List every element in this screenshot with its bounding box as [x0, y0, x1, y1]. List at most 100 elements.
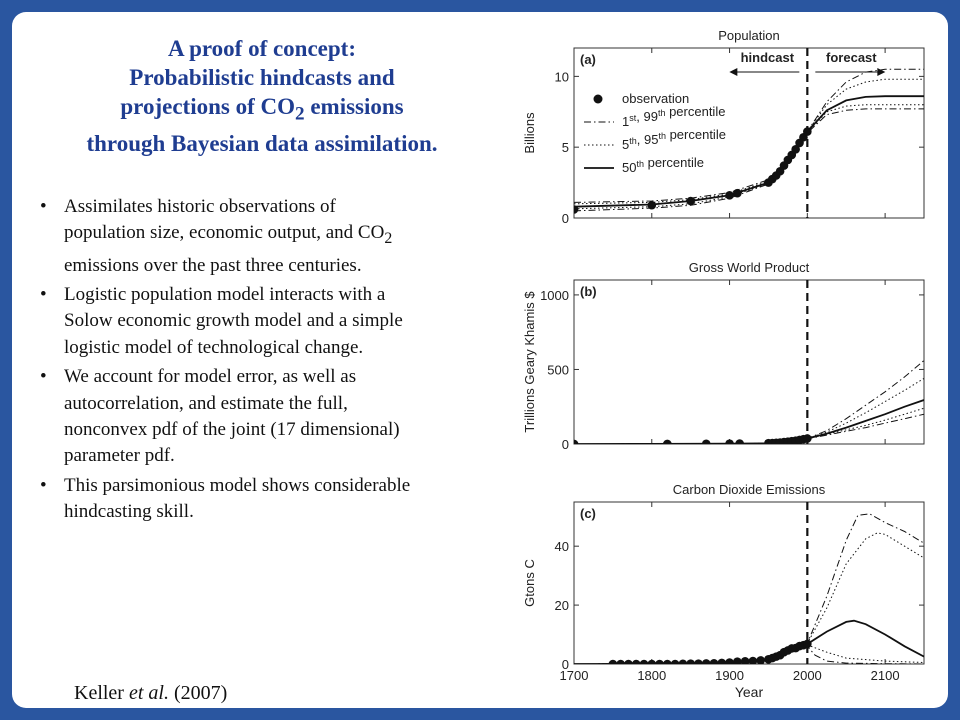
bullet-item: Assimilates historic observations of pop… — [40, 194, 420, 279]
observation-point — [733, 188, 742, 198]
title-line: through Bayesian data assimilation. — [86, 130, 438, 156]
x-tick-label: 1900 — [715, 668, 744, 683]
x-tick-label: 2000 — [793, 668, 822, 683]
observation-point — [678, 659, 688, 664]
forecast-label: forecast — [826, 50, 877, 65]
legend-label-sup: th — [658, 108, 666, 118]
slide-canvas: A proof of concept: Probabilistic hindca… — [12, 12, 948, 708]
observation-point — [735, 439, 744, 444]
y-axis-label: Trillions Geary Khamis $ — [522, 291, 537, 433]
title-line: A proof of concept: — [167, 36, 357, 61]
observation-point — [725, 439, 734, 444]
y-tick-label: 20 — [555, 598, 569, 613]
legend-label: 1st, 99th percentile — [622, 104, 725, 129]
observation-point — [663, 439, 672, 444]
observation-point — [663, 659, 672, 664]
chart-panel-2: Gross World Product (b) 0 500 1000Trillions … — [522, 260, 925, 452]
bullet-text: This parsimonious model shows considerab… — [64, 474, 411, 523]
observation-point — [574, 205, 579, 214]
y-axis-label: Billions — [522, 112, 537, 154]
legend-label: 50th percentile — [622, 155, 704, 175]
series-group — [574, 360, 924, 444]
series-line — [574, 619, 924, 664]
observation-point — [647, 200, 657, 210]
bullet-text: emissions over the past three centuries. — [64, 254, 362, 276]
x-tick-label: 1800 — [637, 668, 666, 683]
series-line — [574, 513, 924, 664]
legend-label-sup: st — [629, 113, 637, 123]
bullet-list: Assimilates historic observations of pop… — [40, 194, 420, 529]
observation-point — [791, 144, 800, 154]
legend-marker — [593, 94, 603, 104]
panel-label: (c) — [580, 506, 596, 521]
legend-label-part: 50 — [622, 160, 636, 175]
y-tick-label: 0 — [562, 437, 569, 452]
hindcast-label: hindcast — [741, 50, 795, 65]
bullet-text: Logistic population model interacts with… — [64, 284, 403, 358]
observation-point — [709, 658, 719, 664]
observation-point — [725, 658, 734, 664]
observation-point — [701, 439, 711, 444]
legend-label-part: 1 — [622, 114, 629, 129]
series-line — [574, 407, 924, 444]
panel-label: (b) — [580, 284, 597, 299]
x-tick-label: 2100 — [871, 668, 900, 683]
observation-point — [624, 659, 633, 664]
observation-point — [725, 191, 734, 200]
forecast-arrowhead — [877, 68, 886, 76]
panel-label: (a) — [580, 52, 596, 67]
citation-year: (2007) — [168, 682, 228, 704]
observation-point — [701, 659, 711, 664]
observation-point — [616, 659, 625, 664]
legend-label-part: 5 — [622, 137, 629, 152]
observation-point — [803, 127, 812, 136]
title-subscript: 2 — [295, 103, 305, 125]
observation-point — [655, 659, 664, 664]
observation-point — [694, 659, 703, 664]
chart-title: Carbon Dioxide Emissions — [673, 482, 826, 497]
series-group — [574, 513, 924, 664]
y-axis-label: Gtons C — [522, 559, 537, 607]
legend-label: observation — [622, 91, 689, 106]
legend-label-sup: th — [629, 136, 637, 146]
bullet-item: We account for model error, as well as a… — [40, 364, 420, 470]
hindcast-arrowhead — [729, 68, 738, 76]
legend-label-part: percentile — [665, 104, 725, 119]
bullet-text: We account for model error, as well as a… — [64, 366, 400, 467]
bullet-item: This parsimonious model shows considerab… — [40, 473, 420, 526]
bullet-text: Assimilates historic observations of pop… — [64, 196, 385, 244]
chart-title: Population — [718, 28, 779, 43]
plot-frame — [573, 47, 925, 219]
observation-point — [740, 657, 750, 664]
legend-label-part: percentile — [666, 127, 726, 142]
observation-point — [608, 659, 618, 664]
legend-label-part: observation — [622, 91, 689, 106]
bullet-item: Logistic population model interacts with… — [40, 282, 420, 361]
observation-point — [803, 434, 812, 443]
observation-point — [748, 656, 758, 664]
observation-point — [670, 659, 680, 664]
legend-label-part: , 99 — [636, 109, 658, 124]
observation-point — [574, 439, 579, 444]
observation-point — [639, 659, 649, 664]
y-tick-label: 5 — [562, 140, 569, 155]
citation-author: Keller — [74, 682, 129, 704]
plot-frame — [573, 501, 925, 665]
observation-point — [756, 656, 765, 664]
series-line — [574, 532, 924, 664]
bullet-subscript: 2 — [384, 230, 393, 248]
observation-point — [733, 657, 742, 664]
chart-panel-3: Carbon Dioxide Emissions (c) 0 20 40 1700 1800… — [522, 482, 925, 700]
x-axis-label: Year — [735, 684, 764, 700]
legend-label-part: percentile — [644, 155, 704, 170]
legend-label: 5th, 95th percentile — [622, 127, 726, 152]
observation-point — [631, 659, 641, 664]
citation-etal: et al. — [128, 682, 169, 704]
observation-point — [686, 659, 695, 664]
y-tick-label: 0 — [562, 211, 569, 226]
title-line-text: emissions — [304, 94, 404, 119]
series-line — [574, 360, 924, 444]
title-line-text: projections of CO — [120, 94, 295, 119]
observation-point — [803, 639, 812, 649]
